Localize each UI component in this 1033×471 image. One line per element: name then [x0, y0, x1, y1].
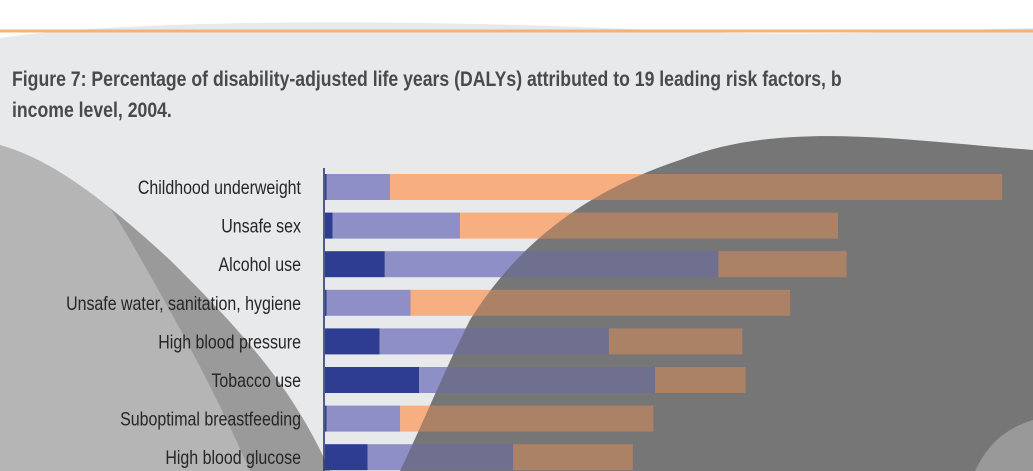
bar-segment-2 [367, 444, 514, 471]
bar-segment-3 [410, 289, 791, 316]
bar-segment-3 [400, 405, 654, 432]
category-label: Suboptimal breastfeeding [120, 408, 301, 430]
bar-segment-1 [325, 367, 420, 393]
bar-segment-2 [326, 289, 411, 316]
bar-segment-3 [460, 212, 838, 239]
bar-segment-2 [326, 174, 390, 200]
category-label: High blood glucose [165, 447, 301, 469]
category-label: Unsafe sex [221, 215, 301, 237]
bar-row: High blood glucose [165, 444, 633, 471]
category-label: Alcohol use [219, 254, 301, 276]
bar-row: Alcohol use [219, 251, 847, 278]
bar-row: High blood pressure [158, 328, 743, 355]
bar-segment-2 [326, 405, 401, 432]
bar-segment-3 [513, 444, 633, 471]
bar-segment-1 [325, 174, 327, 200]
category-label: Tobacco use [211, 370, 301, 392]
category-label: Unsafe water, sanitation, hygiene [66, 292, 301, 314]
bar-segment-1 [325, 405, 327, 432]
category-label: High blood pressure [158, 331, 301, 353]
bar-row: Unsafe water, sanitation, hygiene [66, 289, 791, 316]
bar-segment-2 [379, 328, 609, 355]
bar-segment-2 [332, 212, 461, 239]
bar-row: Unsafe sex [221, 212, 838, 239]
bar-segment-2 [384, 251, 719, 278]
bar-segment-3 [608, 328, 743, 355]
bar-segment-1 [325, 212, 333, 239]
chart-title-line-1: Figure 7: Percentage of disability-adjus… [12, 68, 842, 91]
bar-segment-2 [419, 367, 656, 393]
bar-segment-3 [389, 174, 1003, 200]
bar-segment-1 [325, 251, 385, 278]
bar-segment-1 [325, 328, 380, 355]
bar-segment-1 [325, 444, 368, 471]
page-shadow-overlay [400, 136, 1033, 471]
chart-title-line-2: income level, 2004. [12, 99, 172, 122]
bar-segment-3 [655, 367, 746, 393]
bar-row: Tobacco use [211, 367, 746, 393]
bar-segment-1 [325, 289, 327, 316]
bar-segment-3 [718, 251, 847, 278]
category-label: Childhood underweight [138, 177, 301, 199]
bar-row: Suboptimal breastfeeding [120, 405, 654, 432]
chart-title: Figure 7: Percentage of disability-adjus… [12, 64, 936, 126]
bar-row: Childhood underweight [138, 174, 1003, 200]
